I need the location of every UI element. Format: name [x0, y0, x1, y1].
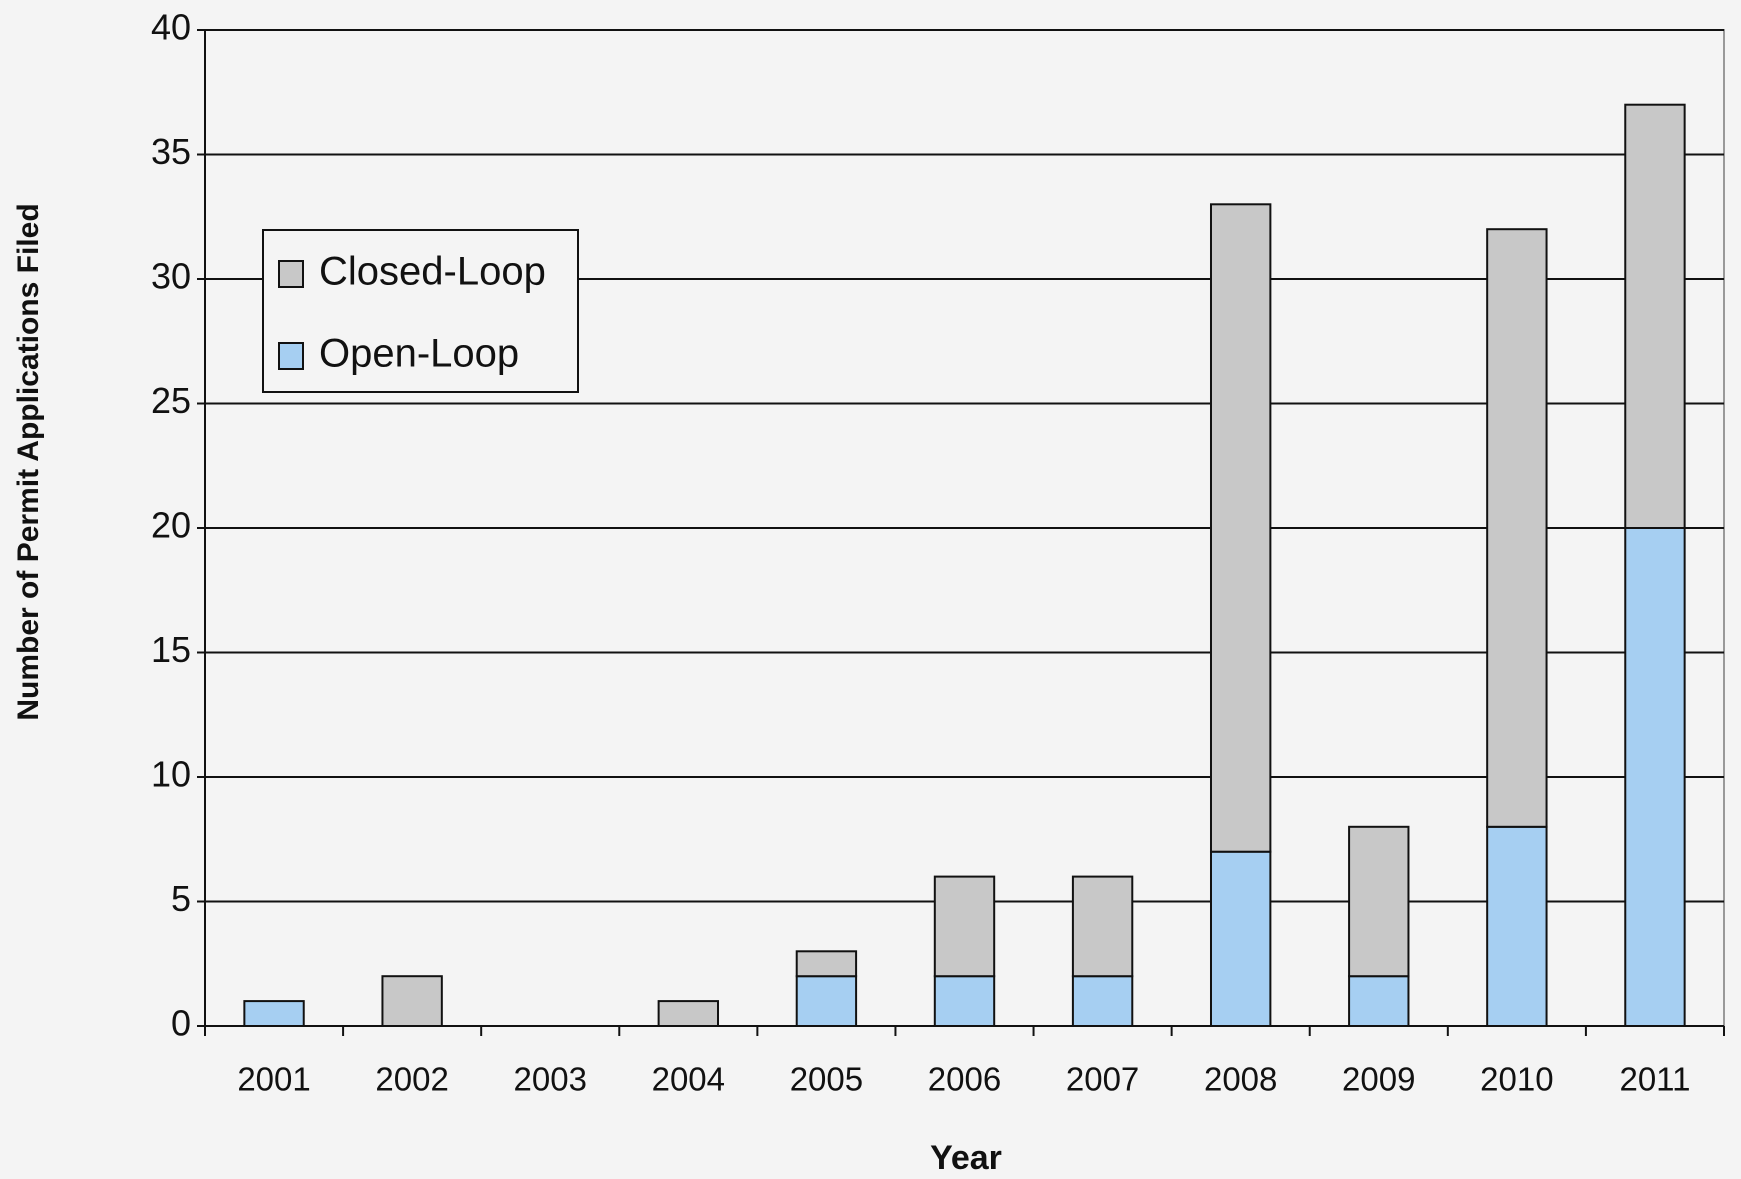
y-tick-label: 5 [171, 878, 191, 919]
y-tick-label: 0 [171, 1003, 191, 1044]
bar-segment [657, 1000, 720, 1027]
bar-segment [243, 1000, 305, 1027]
x-tick-label: 2011 [1619, 1061, 1690, 1098]
y-tick-label: 10 [151, 754, 191, 795]
bar-segment [1071, 975, 1134, 1028]
y-tick-label: 35 [151, 131, 191, 172]
legend-label: Open-Loop [319, 332, 519, 376]
x-tick-label: 2006 [928, 1061, 1001, 1098]
bar-segment [1209, 203, 1272, 853]
bar-segment [933, 875, 996, 978]
x-tick-label: 2010 [1480, 1061, 1553, 1098]
bar-segment [933, 975, 996, 1028]
y-tick-label: 15 [151, 629, 191, 670]
bar-segment [795, 950, 858, 978]
x-tick-label: 2003 [514, 1061, 587, 1098]
bar-segment [1486, 228, 1548, 828]
x-tick-label: 2002 [375, 1061, 448, 1098]
y-tick-label: 20 [151, 505, 191, 546]
bar-segment [1348, 975, 1410, 1028]
bar-segment [795, 975, 858, 1028]
x-tick-label: 2005 [790, 1061, 863, 1098]
legend-swatch [278, 260, 304, 288]
bar-segment [1209, 850, 1272, 1028]
x-tick-label: 2004 [652, 1061, 725, 1098]
bar-segment [1624, 527, 1686, 1027]
legend-swatch [278, 342, 304, 370]
y-tick-label: 30 [151, 256, 191, 297]
y-tick-label: 40 [151, 7, 191, 48]
x-tick-label: 2009 [1342, 1061, 1415, 1098]
x-tick-label: 2007 [1066, 1061, 1139, 1098]
x-tick-label: 2001 [237, 1061, 310, 1098]
legend-label: Closed-Loop [319, 250, 546, 294]
bar-segment [1071, 875, 1134, 978]
bar-segment [1624, 103, 1686, 529]
bar-segment [381, 975, 443, 1028]
legend-box [262, 229, 579, 393]
y-tick-label: 25 [151, 380, 191, 421]
y-axis-label: Number of Permit Applications Filed [12, 203, 45, 720]
x-tick-label: 2008 [1204, 1061, 1277, 1098]
bar-segment [1486, 825, 1548, 1027]
x-axis-label: Year [930, 1139, 1002, 1177]
bar-segment [1348, 825, 1410, 978]
